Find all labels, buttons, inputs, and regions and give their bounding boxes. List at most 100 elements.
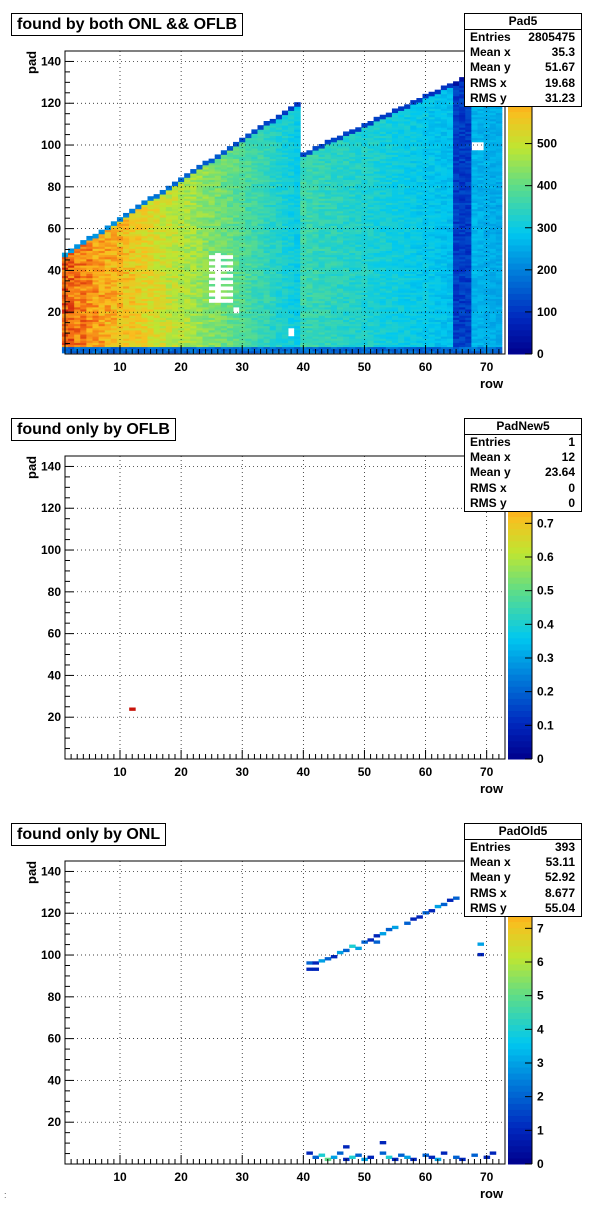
heatmap-cell (294, 104, 301, 107)
heatmap-cell (361, 173, 368, 176)
heatmap-cell (349, 129, 356, 132)
heatmap-cell (74, 250, 81, 254)
heatmap-cell (141, 227, 148, 231)
heatmap-cell (178, 248, 185, 251)
heatmap-cell (385, 240, 393, 243)
heatmap-cell (330, 248, 338, 251)
heatmap-cell (104, 242, 112, 245)
heatmap-cell (233, 223, 240, 226)
heatmap-cell (263, 175, 271, 178)
heatmap-cell (184, 279, 191, 283)
heatmap-cell (391, 131, 399, 134)
heatmap-cell (288, 342, 295, 345)
heatmap-cell (257, 334, 265, 337)
heatmap-cell (116, 256, 124, 260)
heatmap-cell (288, 166, 295, 170)
heatmap-cell (153, 242, 161, 245)
heatmap-cell (104, 313, 112, 316)
heatmap-cell (147, 321, 155, 325)
heatmap-cell (367, 229, 375, 233)
heatmap-cell (257, 250, 265, 254)
heatmap-cell (324, 146, 332, 149)
heatmap-cell (391, 169, 399, 172)
heatmap-cell (257, 141, 265, 145)
heatmap-cell (92, 248, 100, 251)
heatmap-cell (391, 271, 399, 274)
heatmap-cell (343, 175, 350, 178)
heatmap-cell (318, 338, 326, 341)
heatmap-cell (294, 215, 301, 218)
heatmap-cell (129, 286, 136, 289)
heatmap-cell (220, 309, 228, 312)
heatmap-cell (245, 263, 252, 266)
heatmap-cell (361, 340, 368, 343)
heatmap-cell (208, 194, 216, 197)
heatmap-cell (398, 327, 405, 331)
heatmap-cell (129, 254, 136, 258)
heatmap-cell (129, 277, 136, 281)
heatmap-cell (123, 273, 130, 277)
heatmap-cell (202, 288, 210, 291)
heatmap-cell (220, 238, 228, 241)
heatmap-cell (355, 169, 362, 172)
heatmap-cell (135, 258, 142, 262)
heatmap-cell (226, 198, 234, 201)
heatmap-cell (257, 304, 265, 308)
heatmap-cell (239, 231, 246, 235)
heatmap-cell (196, 346, 203, 350)
heatmap-cell (355, 309, 362, 312)
heatmap-cell (336, 137, 344, 141)
heatmap-cell (312, 342, 320, 345)
heatmap-cell (269, 252, 277, 256)
heatmap-cell (312, 219, 320, 222)
heatmap-cell (263, 292, 271, 295)
heatmap-cell (312, 292, 320, 295)
heatmap-cell (275, 210, 283, 214)
heatmap-cell (251, 242, 258, 245)
heatmap-cell (159, 340, 167, 343)
heatmap-cell (324, 332, 332, 335)
heatmap-cell (68, 315, 75, 318)
heatmap-cell (92, 340, 100, 343)
heatmap-cell (318, 309, 326, 312)
heatmap-cell (135, 284, 142, 287)
heatmap-cell (135, 244, 142, 247)
heatmap-cell (86, 244, 93, 247)
heatmap-cell (220, 169, 228, 172)
heatmap-cell (257, 210, 265, 214)
heatmap-cell (68, 261, 75, 264)
heatmap-cell (68, 300, 75, 304)
heatmap-cell (245, 217, 252, 220)
heatmap-cell (251, 173, 258, 176)
heatmap-cell (361, 160, 368, 164)
heatmap-cell (349, 139, 356, 143)
heatmap-cell (343, 292, 350, 295)
heatmap-cell (288, 221, 295, 224)
heatmap-cell (233, 221, 240, 224)
heatmap-cell (110, 311, 118, 314)
heatmap-cell (68, 286, 75, 289)
heatmap-cell (281, 194, 289, 197)
heatmap-cell (257, 267, 265, 270)
heatmap-cell (208, 344, 216, 348)
heatmap-cell (355, 208, 362, 212)
heatmap-cell (373, 281, 381, 285)
heatmap-cell (275, 250, 283, 254)
heatmap-cell (214, 246, 222, 249)
heatmap-cell (263, 288, 271, 291)
heatmap-cell (294, 261, 301, 264)
heatmap-cell (306, 342, 313, 345)
heatmap-cell (367, 192, 375, 195)
heatmap-cell (202, 229, 210, 233)
heatmap-cell (257, 271, 265, 274)
heatmap-cell (343, 202, 350, 205)
heatmap-cell (300, 177, 307, 180)
heatmap-cell (98, 250, 106, 254)
heatmap-cell (330, 334, 338, 337)
heatmap-cell (367, 246, 375, 249)
heatmap-cell (123, 252, 130, 256)
heatmap-cell (190, 244, 197, 247)
heatmap-cell (385, 292, 393, 295)
heatmap-cell (135, 208, 142, 212)
heatmap-cell (336, 284, 344, 287)
